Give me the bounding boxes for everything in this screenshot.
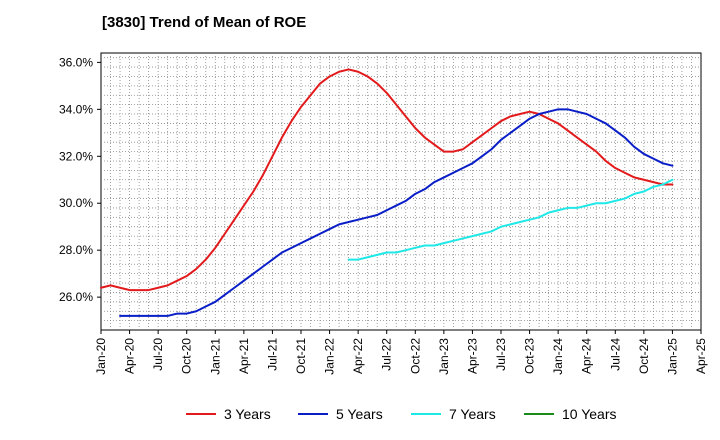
x-tick-label: Jul-24: [608, 338, 622, 371]
x-tick-label: Jul-20: [151, 338, 165, 371]
x-tick-label: Jan-24: [551, 338, 565, 375]
x-tick-label: Jul-21: [265, 338, 279, 371]
x-axis-ticks: Jan-20 Apr-20 Jul-20 Oct-20 Jan-21 Apr-21 Jul-…: [94, 330, 708, 375]
legend-label-7-years: 7 Years: [449, 406, 496, 422]
y-gridlines: [101, 57, 701, 322]
x-tick-label: Jan-25: [665, 338, 679, 375]
x-tick-label: Apr-21: [237, 338, 251, 374]
x-tick-label: Oct-21: [294, 338, 308, 374]
x-tick-label: Jan-21: [208, 338, 222, 375]
legend-label-3-years: 3 Years: [224, 406, 271, 422]
plot-area: [100, 52, 702, 331]
legend-label-10-years: 10 Years: [562, 406, 617, 422]
x-tick-label: Jan-20: [94, 338, 108, 375]
series-line-3-years: [100, 68, 674, 292]
x-tick-label: Jul-23: [494, 338, 508, 371]
legend-label-5-years: 5 Years: [336, 406, 383, 422]
x-tick-label: Oct-23: [523, 338, 537, 374]
x-tick-label: Jan-22: [323, 338, 337, 375]
y-tick-label: 34.0%: [59, 102, 93, 116]
x-tick-label: Oct-22: [408, 338, 422, 374]
series-line-7-years: [347, 178, 674, 261]
x-tick-label: Apr-22: [351, 338, 365, 374]
x-tick-label: Apr-24: [580, 338, 594, 374]
y-tick-label: 36.0%: [59, 55, 93, 69]
y-tick-label: 26.0%: [59, 290, 93, 304]
series-line-5-years: [119, 108, 674, 317]
x-tick-label: Jan-23: [437, 338, 451, 375]
series-lines: [100, 68, 674, 317]
legend: 3 Years 5 Years 7 Years 10 Years: [186, 406, 617, 422]
x-tick-label: Oct-24: [637, 338, 651, 374]
x-tick-label: Apr-25: [694, 338, 708, 374]
x-tick-label: Apr-23: [465, 338, 479, 374]
y-tick-label: 30.0%: [59, 196, 93, 210]
x-tick-label: Jul-22: [380, 338, 394, 371]
x-tick-label: Oct-20: [180, 338, 194, 374]
y-tick-label: 32.0%: [59, 149, 93, 163]
chart-title: [3830] Trend of Mean of ROE: [102, 14, 307, 31]
y-axis-ticks: 26.0% 28.0% 30.0% 32.0% 34.0% 36.0%: [59, 55, 101, 304]
y-tick-label: 28.0%: [59, 243, 93, 257]
x-tick-label: Apr-20: [123, 338, 137, 374]
x-gridlines: [110, 53, 692, 330]
